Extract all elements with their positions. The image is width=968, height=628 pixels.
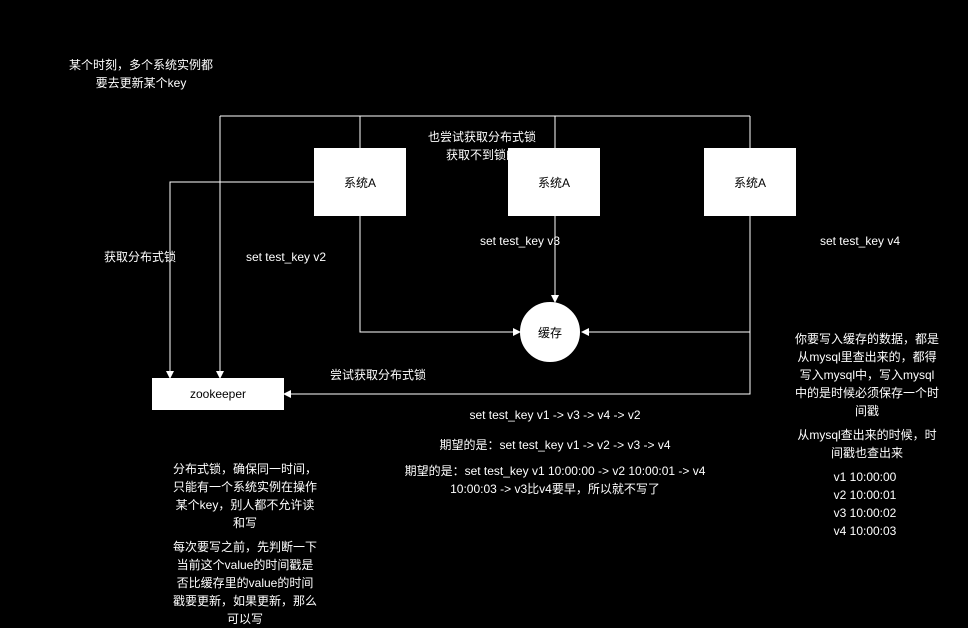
label-zk-note2: 每次要写之前，先判断一下 当前这个value的时间戳是 否比缓存里的value的… — [150, 538, 340, 628]
label: 缓存 — [538, 324, 562, 341]
label-zk-note: 分布式锁，确保同一时间， 只能有一个系统实例在操作 某个key，别人都不允许读 … — [150, 460, 340, 532]
label: zookeeper — [190, 387, 246, 401]
label-right-note2: 从mysql查出来的时候，时 间戳也查出来 — [772, 426, 962, 462]
label-set-v4: set test_key v4 — [780, 232, 940, 250]
label-try-lock: 尝试获取分布式锁 — [308, 366, 448, 384]
label: 系统A — [538, 174, 570, 191]
node-zookeeper: zookeeper — [152, 378, 284, 410]
label-top-intro: 某个时刻，多个系统实例都 要去更新某个key — [46, 56, 236, 92]
label-expect1: 期望的是：set test_key v1 -> v2 -> v3 -> v4 — [380, 436, 730, 454]
label: 系统A — [344, 174, 376, 191]
node-system-a3: 系统A — [704, 148, 796, 216]
label-set-v2: set test_key v2 — [226, 248, 346, 266]
label-seq: set test_key v1 -> v3 -> v4 -> v2 — [380, 406, 730, 424]
node-cache: 缓存 — [520, 302, 580, 362]
label-right-note1: 你要写入缓存的数据，都是 从mysql里查出来的，都得 写入mysql中，写入m… — [772, 330, 962, 420]
label-get-lock: 获取分布式锁 — [80, 248, 200, 266]
label-expect2: 期望的是：set test_key v1 10:00:00 -> v2 10:0… — [380, 462, 730, 498]
label-timestamps: v1 10:00:00 v2 10:00:01 v3 10:00:02 v4 1… — [800, 468, 930, 540]
label-try-fail: 也尝试获取分布式锁 获取不到锁的 — [382, 128, 582, 164]
label-set-v3: set test_key v3 — [440, 232, 600, 250]
label: 系统A — [734, 174, 766, 191]
